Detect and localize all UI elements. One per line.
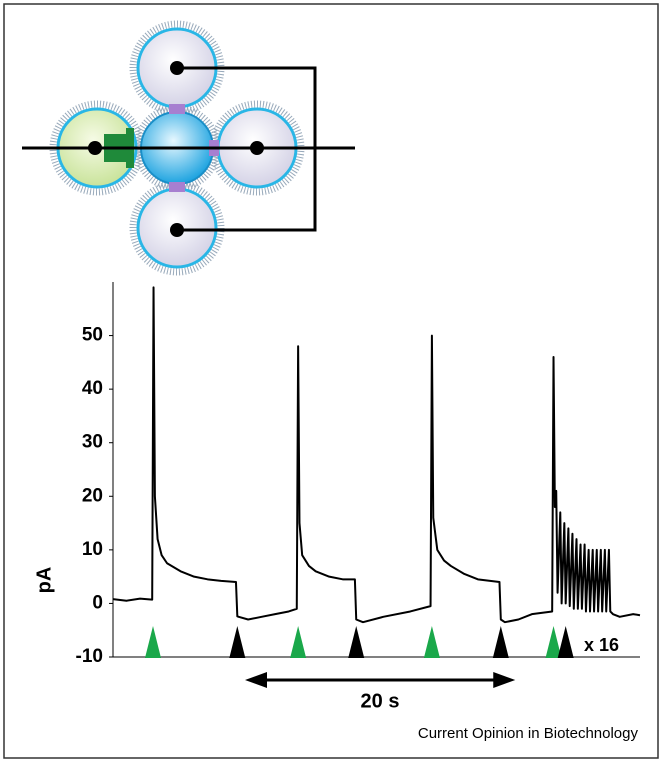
stimulus-off-marker <box>492 626 509 658</box>
stimulus-off-marker <box>348 626 365 658</box>
stimulus-off-marker <box>557 626 574 658</box>
y-tick-label: 0 <box>92 592 103 613</box>
y-tick-label: -10 <box>76 646 103 667</box>
y-tick-label: 10 <box>82 539 103 560</box>
arrow-head <box>493 672 516 688</box>
stimulus-on-marker <box>144 626 161 658</box>
current-trace <box>112 286 641 624</box>
stimulus-off-marker <box>229 626 246 658</box>
wires <box>22 66 355 232</box>
y-tick-label: 30 <box>82 432 103 453</box>
source: Current Opinion in Biotechnology <box>418 725 639 742</box>
annotation: x 16 <box>584 635 619 655</box>
arrow-head <box>245 672 267 688</box>
y-tick-label: 20 <box>82 485 103 506</box>
stimulus-on-marker <box>290 626 307 658</box>
y-axis-label: pA <box>33 567 55 594</box>
y-tick-label: 40 <box>82 378 103 399</box>
electrodes <box>88 61 264 237</box>
stimulus-on-marker <box>545 626 562 658</box>
droplet-diagram <box>22 20 355 276</box>
y-tick-label: 50 <box>82 325 103 346</box>
stimulus-on-marker <box>423 626 440 658</box>
frame <box>3 3 659 759</box>
scale-bar-label: 20 s <box>361 690 400 712</box>
